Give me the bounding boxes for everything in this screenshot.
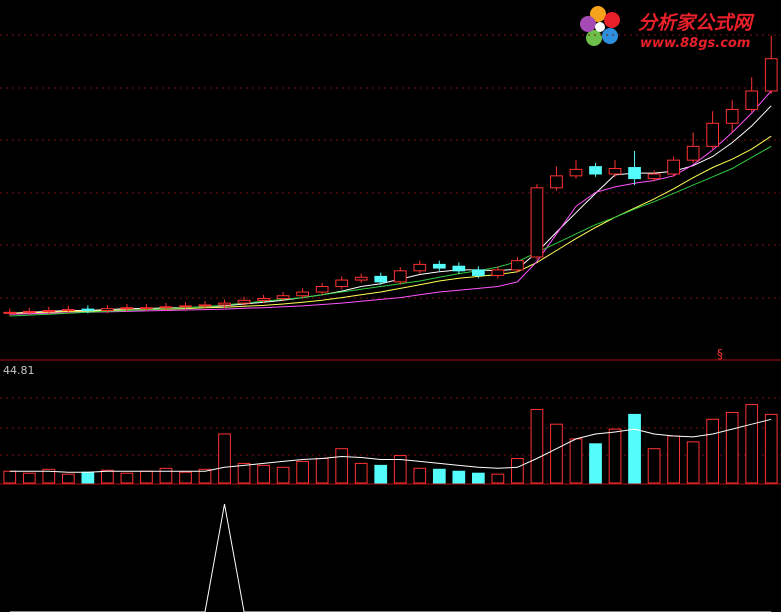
volume-bar — [81, 471, 95, 484]
candle-body — [81, 308, 95, 311]
volume-bar — [179, 471, 192, 484]
candle-body — [628, 167, 641, 180]
candle-body — [140, 307, 153, 310]
candle-body — [393, 270, 407, 283]
volume-bar — [589, 443, 602, 484]
volume-bar — [706, 418, 720, 484]
volume-bar — [276, 466, 290, 484]
candle-body — [686, 145, 700, 161]
candle-body — [22, 310, 36, 313]
ma-line — [9, 135, 772, 314]
volume-bar — [354, 462, 368, 484]
volume-ma-line — [9, 418, 772, 473]
volume-bar — [764, 413, 778, 484]
volume-bar — [472, 472, 485, 484]
volume-bar — [393, 455, 407, 484]
volume-bar — [159, 467, 173, 484]
volume-bar — [647, 448, 661, 484]
volume-bar — [413, 467, 427, 484]
candle-body — [764, 58, 778, 92]
volume-bar — [667, 435, 680, 484]
volume-label: 44.81 — [3, 364, 35, 377]
candle-body — [472, 269, 485, 276]
ma-line — [9, 145, 772, 317]
candle-body — [120, 307, 134, 310]
volume-bar — [745, 404, 759, 484]
candle-body — [237, 299, 251, 304]
candle-body — [491, 269, 505, 276]
candle-body — [159, 306, 173, 309]
volume-bar — [257, 464, 270, 484]
volume-bar — [569, 438, 583, 484]
candle-body — [511, 260, 524, 271]
annotation: § — [717, 347, 723, 361]
candle-body — [276, 295, 290, 300]
volume-bar — [550, 423, 563, 484]
candle-body — [550, 175, 563, 189]
volume-bar — [432, 468, 446, 484]
volume-bar — [120, 472, 134, 484]
candle-body — [745, 90, 759, 110]
candle-body — [354, 276, 368, 281]
candle-body — [706, 122, 720, 147]
candle-body — [218, 302, 231, 306]
candle-body — [608, 167, 622, 175]
candle-body — [61, 309, 75, 312]
candle-body — [452, 265, 466, 272]
volume-bar — [374, 464, 388, 484]
candle-body — [667, 159, 680, 175]
candle-body — [42, 309, 56, 312]
volume-bar — [198, 468, 212, 484]
volume-bar — [61, 473, 75, 484]
ma-line — [9, 105, 772, 314]
candle-body — [315, 286, 329, 293]
volume-bar — [725, 411, 739, 484]
volume-bar — [42, 468, 56, 484]
candle-body — [198, 304, 212, 307]
candle-body — [725, 108, 739, 124]
volume-bar — [296, 460, 309, 484]
volume-bar — [218, 433, 231, 484]
candle-body — [569, 168, 583, 177]
candle-body — [3, 311, 17, 314]
logo-url: www.88gs.com — [640, 36, 751, 51]
volume-bar — [628, 413, 641, 484]
volume-bar — [22, 472, 36, 484]
volume-bar — [101, 469, 114, 484]
volume-bar — [3, 470, 17, 484]
indicator-line — [9, 504, 772, 612]
candle-body — [257, 298, 270, 301]
volume-bar — [608, 428, 622, 484]
volume-bar — [335, 448, 349, 484]
candle-body — [296, 291, 309, 297]
ma-line — [9, 90, 772, 315]
candle-body — [432, 263, 446, 269]
candle-body — [374, 275, 388, 283]
volume-bar — [511, 458, 524, 484]
candle-body — [413, 263, 427, 272]
volume-bar — [530, 409, 544, 484]
candle-body — [647, 173, 661, 180]
candle-body — [179, 305, 192, 308]
candle-body — [335, 279, 349, 288]
candle-body — [101, 308, 114, 311]
logo-site: 分析家公式网 — [638, 12, 753, 34]
candle-body — [589, 166, 602, 175]
volume-bar — [452, 470, 466, 484]
volume-bar — [315, 458, 329, 484]
volume-bar — [140, 470, 153, 484]
logo-icon — [580, 6, 620, 46]
volume-bar — [491, 473, 505, 484]
volume-bar — [237, 462, 251, 484]
volume-bar — [686, 441, 700, 484]
candle-body — [530, 187, 544, 258]
